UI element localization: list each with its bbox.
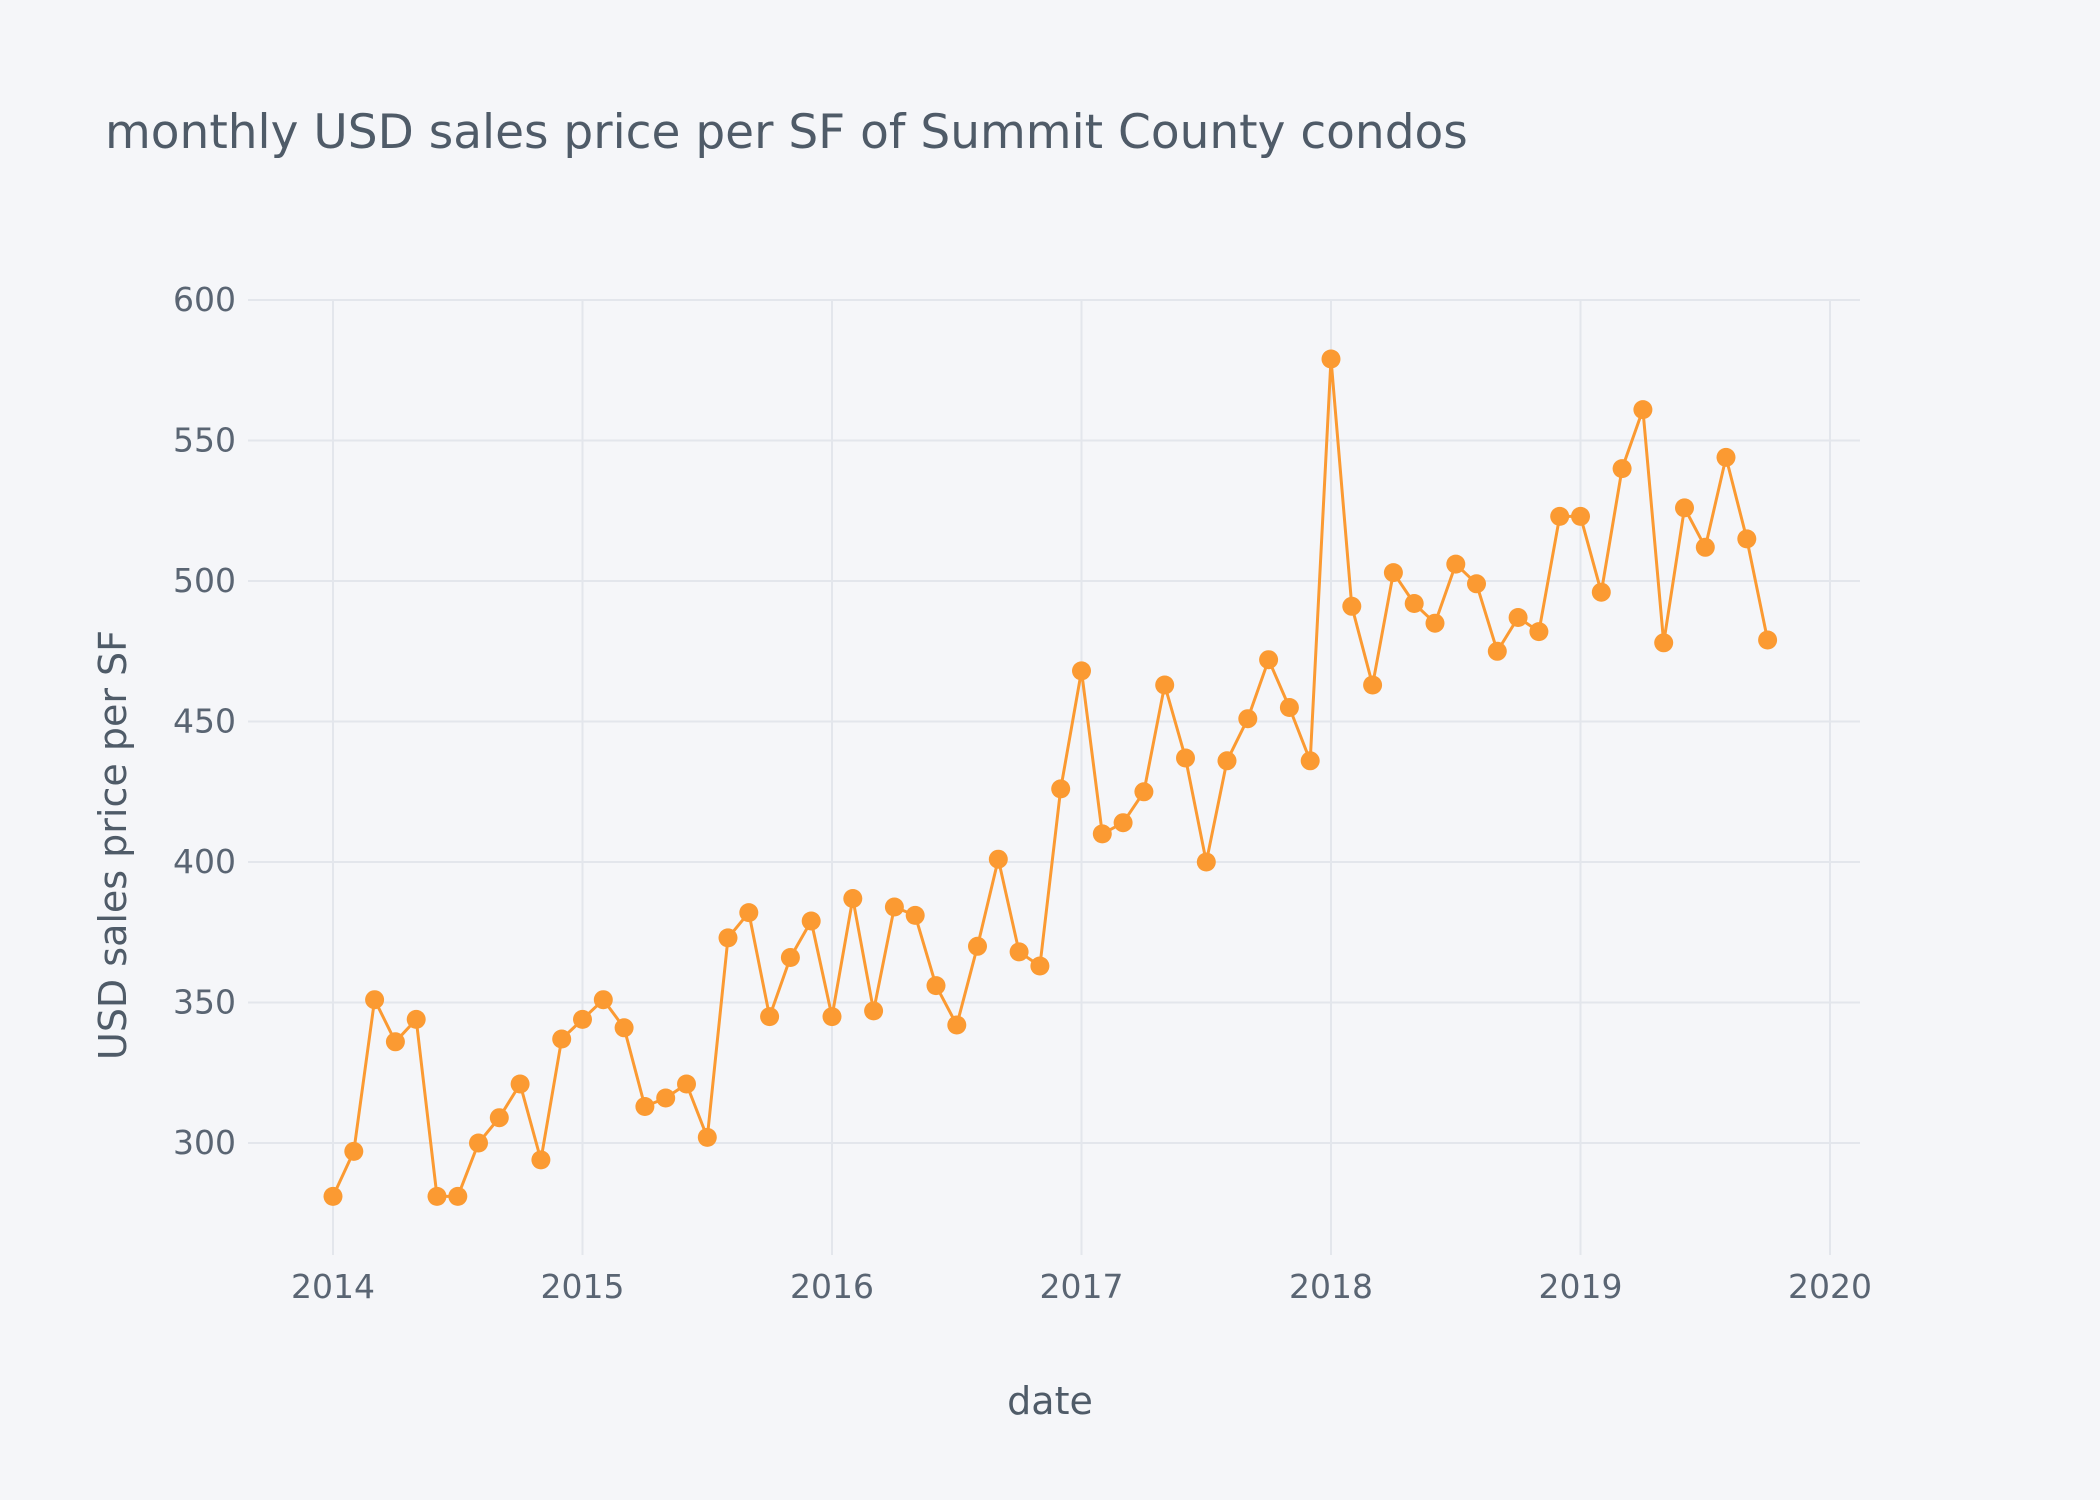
data-point[interactable]: [968, 936, 987, 956]
y-axis-ticks: 300 350 400 450 500 550 600: [173, 280, 236, 1162]
data-point[interactable]: [1716, 447, 1736, 467]
x-axis-title: date: [1007, 1379, 1093, 1423]
data-point[interactable]: [614, 1018, 634, 1038]
data-point[interactable]: [697, 1127, 717, 1147]
data-point[interactable]: [739, 903, 759, 923]
data-point[interactable]: [801, 911, 821, 931]
data-point[interactable]: [1529, 622, 1549, 642]
data-point[interactable]: [1654, 633, 1674, 653]
data-point[interactable]: [1591, 582, 1611, 602]
data-point[interactable]: [1300, 751, 1320, 771]
data-point[interactable]: [1695, 537, 1715, 557]
data-point[interactable]: [884, 897, 904, 917]
data-point[interactable]: [323, 1186, 343, 1206]
y-tick-label: 500: [173, 561, 236, 600]
data-point[interactable]: [656, 1088, 676, 1108]
data-point[interactable]: [1134, 782, 1154, 802]
data-point[interactable]: [385, 1032, 405, 1052]
data-point[interactable]: [1383, 563, 1403, 583]
data-point[interactable]: [1176, 748, 1195, 768]
x-tick-label: 2019: [1539, 1267, 1623, 1306]
data-point[interactable]: [448, 1186, 468, 1206]
data-point[interactable]: [926, 976, 946, 996]
data-point[interactable]: [864, 1001, 884, 1021]
data-point[interactable]: [1508, 608, 1528, 627]
y-tick-label: 400: [173, 842, 236, 881]
y-tick-label: 450: [173, 702, 236, 741]
x-tick-label: 2017: [1040, 1267, 1124, 1306]
data-point[interactable]: [573, 1009, 592, 1029]
y-tick-label: 550: [173, 421, 236, 460]
data-point[interactable]: [1467, 574, 1486, 594]
data-point[interactable]: [1051, 779, 1071, 799]
data-point[interactable]: [1737, 529, 1757, 549]
x-axis-ticks: 2014 2015 2016 2017 2018 2019 2020: [291, 1267, 1872, 1306]
data-point[interactable]: [760, 1007, 780, 1027]
data-point[interactable]: [988, 849, 1008, 869]
data-point[interactable]: [718, 928, 738, 948]
data-point[interactable]: [780, 948, 800, 967]
y-axis-title: USD sales price per SF: [91, 630, 135, 1060]
data-point[interactable]: [1217, 751, 1237, 771]
data-point[interactable]: [344, 1141, 364, 1161]
y-tick-label: 600: [173, 280, 236, 319]
x-tick-label: 2018: [1289, 1267, 1373, 1306]
data-point[interactable]: [1030, 956, 1050, 976]
data-point[interactable]: [1279, 698, 1299, 717]
x-tick-label: 2020: [1788, 1267, 1872, 1306]
data-point[interactable]: [1363, 675, 1383, 695]
data-point[interactable]: [1550, 506, 1570, 526]
data-point[interactable]: [1196, 852, 1216, 872]
data-point[interactable]: [1404, 594, 1424, 613]
data-point[interactable]: [469, 1133, 488, 1153]
data-point[interactable]: [510, 1074, 530, 1094]
data-point[interactable]: [1092, 824, 1112, 844]
data-point[interactable]: [1571, 506, 1590, 526]
series-line: [331, 357, 1770, 1198]
y-tick-label: 350: [173, 983, 236, 1022]
data-point[interactable]: [406, 1009, 426, 1029]
x-tick-label: 2014: [291, 1267, 375, 1306]
data-point[interactable]: [1675, 498, 1694, 518]
y-tick-label: 300: [173, 1123, 236, 1162]
data-point[interactable]: [1425, 613, 1445, 633]
data-point[interactable]: [822, 1007, 842, 1027]
series: [323, 349, 1778, 1206]
data-point[interactable]: [1446, 554, 1466, 574]
data-point[interactable]: [905, 905, 925, 925]
grid: [248, 299, 1860, 1255]
data-point[interactable]: [635, 1097, 655, 1116]
data-point[interactable]: [365, 990, 385, 1010]
data-point[interactable]: [677, 1074, 696, 1094]
data-point[interactable]: [427, 1186, 447, 1206]
data-point[interactable]: [1259, 650, 1279, 670]
x-tick-label: 2016: [790, 1267, 874, 1306]
data-point[interactable]: [489, 1108, 509, 1128]
data-point[interactable]: [552, 1029, 572, 1049]
data-point[interactable]: [1633, 400, 1653, 420]
data-point[interactable]: [1758, 630, 1778, 650]
x-tick-label: 2015: [541, 1267, 625, 1306]
data-point[interactable]: [593, 990, 613, 1010]
data-point[interactable]: [843, 889, 863, 908]
data-point[interactable]: [1612, 459, 1632, 479]
data-point[interactable]: [1113, 813, 1133, 833]
data-point[interactable]: [531, 1150, 551, 1170]
data-point[interactable]: [947, 1015, 967, 1035]
data-point[interactable]: [1321, 349, 1341, 369]
chart-title: monthly USD sales price per SF of Summit…: [105, 105, 1468, 160]
data-point[interactable]: [1009, 942, 1029, 962]
data-point[interactable]: [1342, 596, 1362, 616]
data-point[interactable]: [1238, 709, 1258, 729]
data-point[interactable]: [1072, 661, 1091, 681]
data-point[interactable]: [1155, 675, 1175, 695]
data-point[interactable]: [1487, 641, 1507, 661]
